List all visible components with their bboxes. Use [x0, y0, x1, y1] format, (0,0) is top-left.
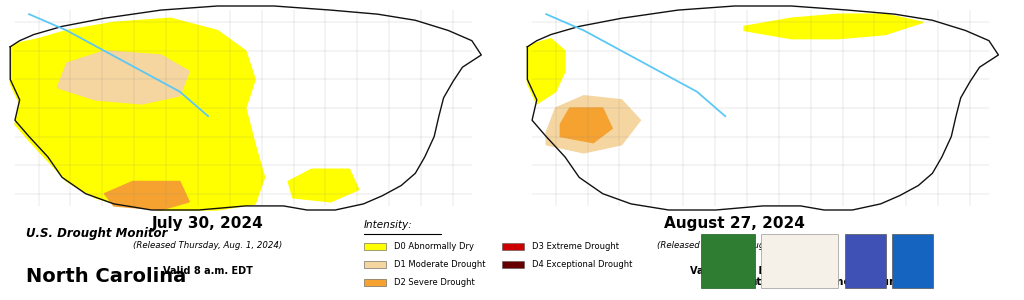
Bar — [364, 279, 386, 286]
Bar — [761, 234, 838, 288]
Polygon shape — [744, 14, 923, 39]
Polygon shape — [527, 6, 998, 210]
Bar — [364, 243, 386, 250]
Bar — [364, 261, 386, 268]
Text: July 30, 2024: July 30, 2024 — [153, 216, 264, 231]
Bar — [502, 261, 524, 268]
Text: August 27, 2024: August 27, 2024 — [665, 216, 805, 231]
Text: National
Drought
Mitigation
Center: National Drought Mitigation Center — [785, 241, 812, 263]
Text: D1 Moderate Drought: D1 Moderate Drought — [394, 260, 485, 269]
Text: (Released Thursday, Aug. 1, 2024): (Released Thursday, Aug. 1, 2024) — [133, 242, 283, 250]
Text: D4 Exceptional Drought: D4 Exceptional Drought — [532, 260, 633, 269]
Bar — [502, 243, 524, 250]
Polygon shape — [527, 39, 565, 104]
Text: Intensity:: Intensity: — [364, 220, 413, 230]
Text: D2 Severe Drought: D2 Severe Drought — [394, 278, 475, 287]
Text: Valid 8 a.m. EDT: Valid 8 a.m. EDT — [690, 266, 779, 275]
Bar — [701, 234, 755, 288]
Text: http://droughtmonitor.unl.edu/: http://droughtmonitor.unl.edu/ — [750, 277, 930, 287]
Polygon shape — [57, 51, 189, 104]
Text: U.S. Drought Monitor: U.S. Drought Monitor — [26, 227, 167, 241]
Bar — [892, 234, 933, 288]
Text: D0 Abnormally Dry: D0 Abnormally Dry — [394, 242, 474, 251]
Polygon shape — [546, 96, 640, 153]
Text: (Released Thursday, Aug. 29, 2024): (Released Thursday, Aug. 29, 2024) — [657, 242, 812, 250]
Bar — [845, 234, 886, 288]
Text: USDA: USDA — [712, 247, 744, 257]
Polygon shape — [560, 108, 612, 143]
Polygon shape — [104, 182, 189, 210]
Text: North Carolina: North Carolina — [26, 266, 185, 286]
Text: Valid 8 a.m. EDT: Valid 8 a.m. EDT — [163, 266, 253, 275]
Text: D3 Extreme Drought: D3 Extreme Drought — [532, 242, 620, 251]
Polygon shape — [10, 18, 264, 210]
Polygon shape — [10, 6, 481, 210]
Polygon shape — [288, 169, 358, 202]
